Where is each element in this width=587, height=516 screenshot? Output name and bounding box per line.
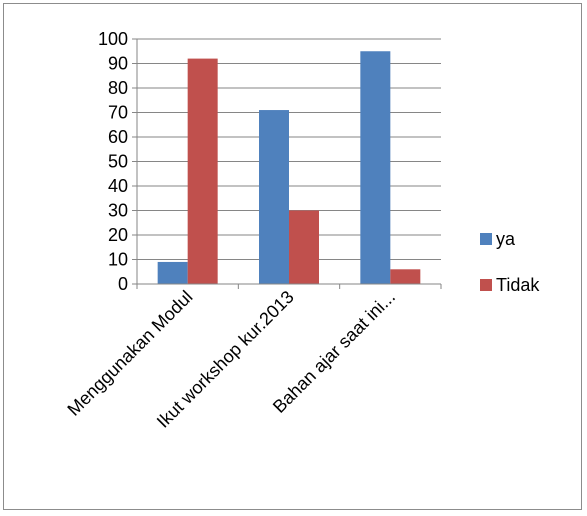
bar-tidak-3 bbox=[390, 269, 421, 284]
bars bbox=[157, 51, 421, 284]
y-tick-label: 60 bbox=[108, 127, 128, 147]
bar-ya-3 bbox=[360, 51, 391, 284]
y-tick-label: 20 bbox=[108, 225, 128, 245]
chart-frame: 0 10 20 30 40 50 60 70 80 90 100 Menggunakan Modul… bbox=[3, 3, 582, 510]
legend-swatch-tidak bbox=[480, 279, 492, 291]
legend-label-ya: ya bbox=[496, 229, 516, 249]
bar-tidak-2 bbox=[289, 210, 319, 284]
y-tick-label: 0 bbox=[118, 274, 128, 294]
bar-chart: 0 10 20 30 40 50 60 70 80 90 100 Menggunakan Modul… bbox=[63, 29, 540, 432]
axes bbox=[132, 38, 442, 289]
legend-swatch-ya bbox=[480, 233, 492, 245]
y-tick-label: 80 bbox=[108, 78, 128, 98]
y-tick-label: 70 bbox=[108, 103, 128, 123]
legend-label-tidak: Tidak bbox=[496, 275, 540, 295]
bar-ya-1 bbox=[157, 261, 188, 284]
y-axis-tick-labels: 0 10 20 30 40 50 60 70 80 90 100 bbox=[98, 29, 128, 294]
bar-ya-2 bbox=[259, 110, 289, 284]
y-tick-label: 40 bbox=[108, 176, 128, 196]
bar-tidak-1 bbox=[187, 58, 218, 284]
legend: ya Tidak bbox=[480, 229, 540, 295]
y-tick-label: 10 bbox=[108, 250, 128, 270]
y-tick-label: 90 bbox=[108, 54, 128, 74]
y-tick-label: 30 bbox=[108, 201, 128, 221]
y-tick-label: 100 bbox=[98, 29, 128, 49]
y-tick-label: 50 bbox=[108, 152, 128, 172]
